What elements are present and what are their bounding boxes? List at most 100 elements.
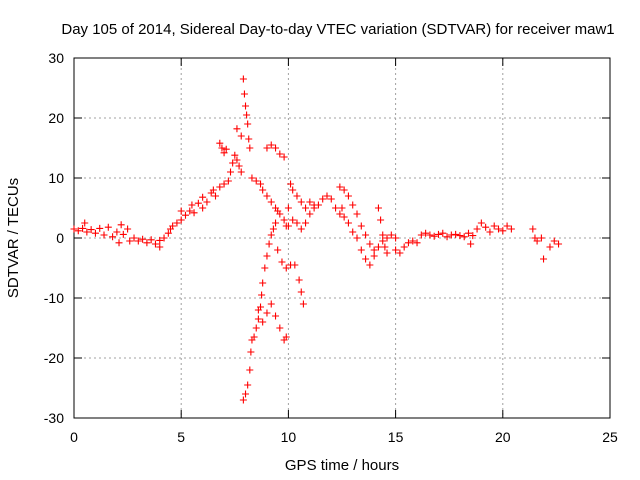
data-point bbox=[340, 186, 348, 194]
data-point bbox=[274, 246, 282, 254]
x-axis-title: GPS time / hours bbox=[285, 457, 399, 474]
data-point bbox=[413, 239, 421, 247]
plot-frame bbox=[73, 57, 611, 419]
data-point bbox=[353, 210, 361, 218]
data-point bbox=[377, 216, 385, 224]
data-point bbox=[194, 199, 202, 207]
data-point bbox=[555, 240, 563, 248]
data-point bbox=[246, 366, 254, 374]
data-point bbox=[381, 243, 389, 251]
data-point bbox=[156, 236, 164, 244]
data-point bbox=[379, 231, 387, 239]
x-tick-label: 15 bbox=[388, 429, 404, 445]
data-point bbox=[336, 210, 344, 218]
data-point bbox=[263, 144, 271, 152]
data-point bbox=[362, 231, 370, 239]
data-point bbox=[177, 207, 185, 215]
data-point bbox=[233, 125, 241, 133]
chart-title: Day 105 of 2014, Sidereal Day-to-day VTE… bbox=[61, 21, 614, 38]
data-point bbox=[272, 144, 280, 152]
data-point bbox=[173, 219, 181, 227]
data-point bbox=[87, 226, 95, 234]
data-point bbox=[477, 219, 485, 227]
data-point bbox=[344, 192, 352, 200]
data-point bbox=[349, 201, 357, 209]
data-point bbox=[550, 237, 558, 245]
data-point bbox=[104, 223, 112, 231]
data-point bbox=[344, 219, 352, 227]
data-point bbox=[269, 225, 277, 233]
data-point bbox=[540, 255, 548, 263]
x-tick-label: 0 bbox=[70, 429, 78, 445]
x-tick-label: 5 bbox=[177, 429, 185, 445]
data-point bbox=[229, 159, 237, 167]
data-point bbox=[115, 239, 123, 247]
data-point bbox=[467, 240, 475, 248]
data-point bbox=[293, 219, 301, 227]
data-point bbox=[490, 222, 498, 230]
data-point bbox=[302, 219, 310, 227]
data-point bbox=[443, 233, 451, 241]
data-point bbox=[276, 210, 284, 218]
data-point bbox=[291, 261, 299, 269]
data-point bbox=[267, 198, 275, 206]
data-point bbox=[430, 232, 438, 240]
y-tick-label: 10 bbox=[48, 170, 64, 186]
data-point bbox=[231, 151, 239, 159]
data-point bbox=[499, 227, 507, 235]
data-point bbox=[276, 150, 284, 158]
data-point bbox=[374, 243, 382, 251]
data-point bbox=[248, 174, 256, 182]
data-point bbox=[452, 230, 460, 238]
data-point bbox=[302, 204, 310, 212]
data-point bbox=[113, 228, 121, 236]
data-point bbox=[434, 230, 442, 238]
data-point bbox=[244, 381, 252, 389]
data-point bbox=[306, 210, 314, 218]
data-point bbox=[357, 246, 365, 254]
data-point bbox=[417, 231, 425, 239]
data-point bbox=[422, 229, 430, 237]
data-point bbox=[96, 224, 104, 232]
data-point bbox=[460, 233, 468, 241]
data-point bbox=[469, 232, 477, 240]
data-point bbox=[280, 153, 288, 161]
data-point bbox=[151, 240, 159, 248]
data-point bbox=[507, 225, 515, 233]
y-axis-title: SDTVAR / TECUs bbox=[5, 178, 22, 298]
data-point bbox=[537, 234, 545, 242]
y-tick-label: 30 bbox=[48, 50, 64, 66]
data-point bbox=[278, 258, 286, 266]
data-point bbox=[284, 204, 292, 212]
data-point bbox=[252, 324, 260, 332]
data-point bbox=[199, 204, 207, 212]
data-point bbox=[396, 249, 404, 257]
data-point bbox=[254, 306, 262, 314]
y-tick-label: -30 bbox=[44, 410, 64, 426]
data-point bbox=[297, 198, 305, 206]
data-point bbox=[134, 237, 142, 245]
data-point bbox=[447, 231, 455, 239]
data-point bbox=[282, 333, 290, 341]
data-point bbox=[323, 192, 331, 200]
data-point bbox=[282, 264, 290, 272]
data-point bbox=[160, 234, 168, 242]
data-point bbox=[252, 177, 260, 185]
data-point bbox=[533, 237, 541, 245]
data-point bbox=[295, 276, 303, 284]
data-point bbox=[209, 186, 217, 194]
data-point bbox=[259, 186, 267, 194]
data-point bbox=[267, 141, 275, 149]
data-point bbox=[529, 225, 537, 233]
data-point bbox=[272, 312, 280, 320]
data-point bbox=[374, 204, 382, 212]
data-point bbox=[267, 300, 275, 308]
data-point bbox=[332, 204, 340, 212]
data-point bbox=[366, 261, 374, 269]
data-point bbox=[143, 239, 151, 247]
data-point bbox=[280, 216, 288, 224]
data-point bbox=[199, 193, 207, 201]
data-point bbox=[220, 149, 228, 157]
data-points bbox=[70, 75, 563, 404]
